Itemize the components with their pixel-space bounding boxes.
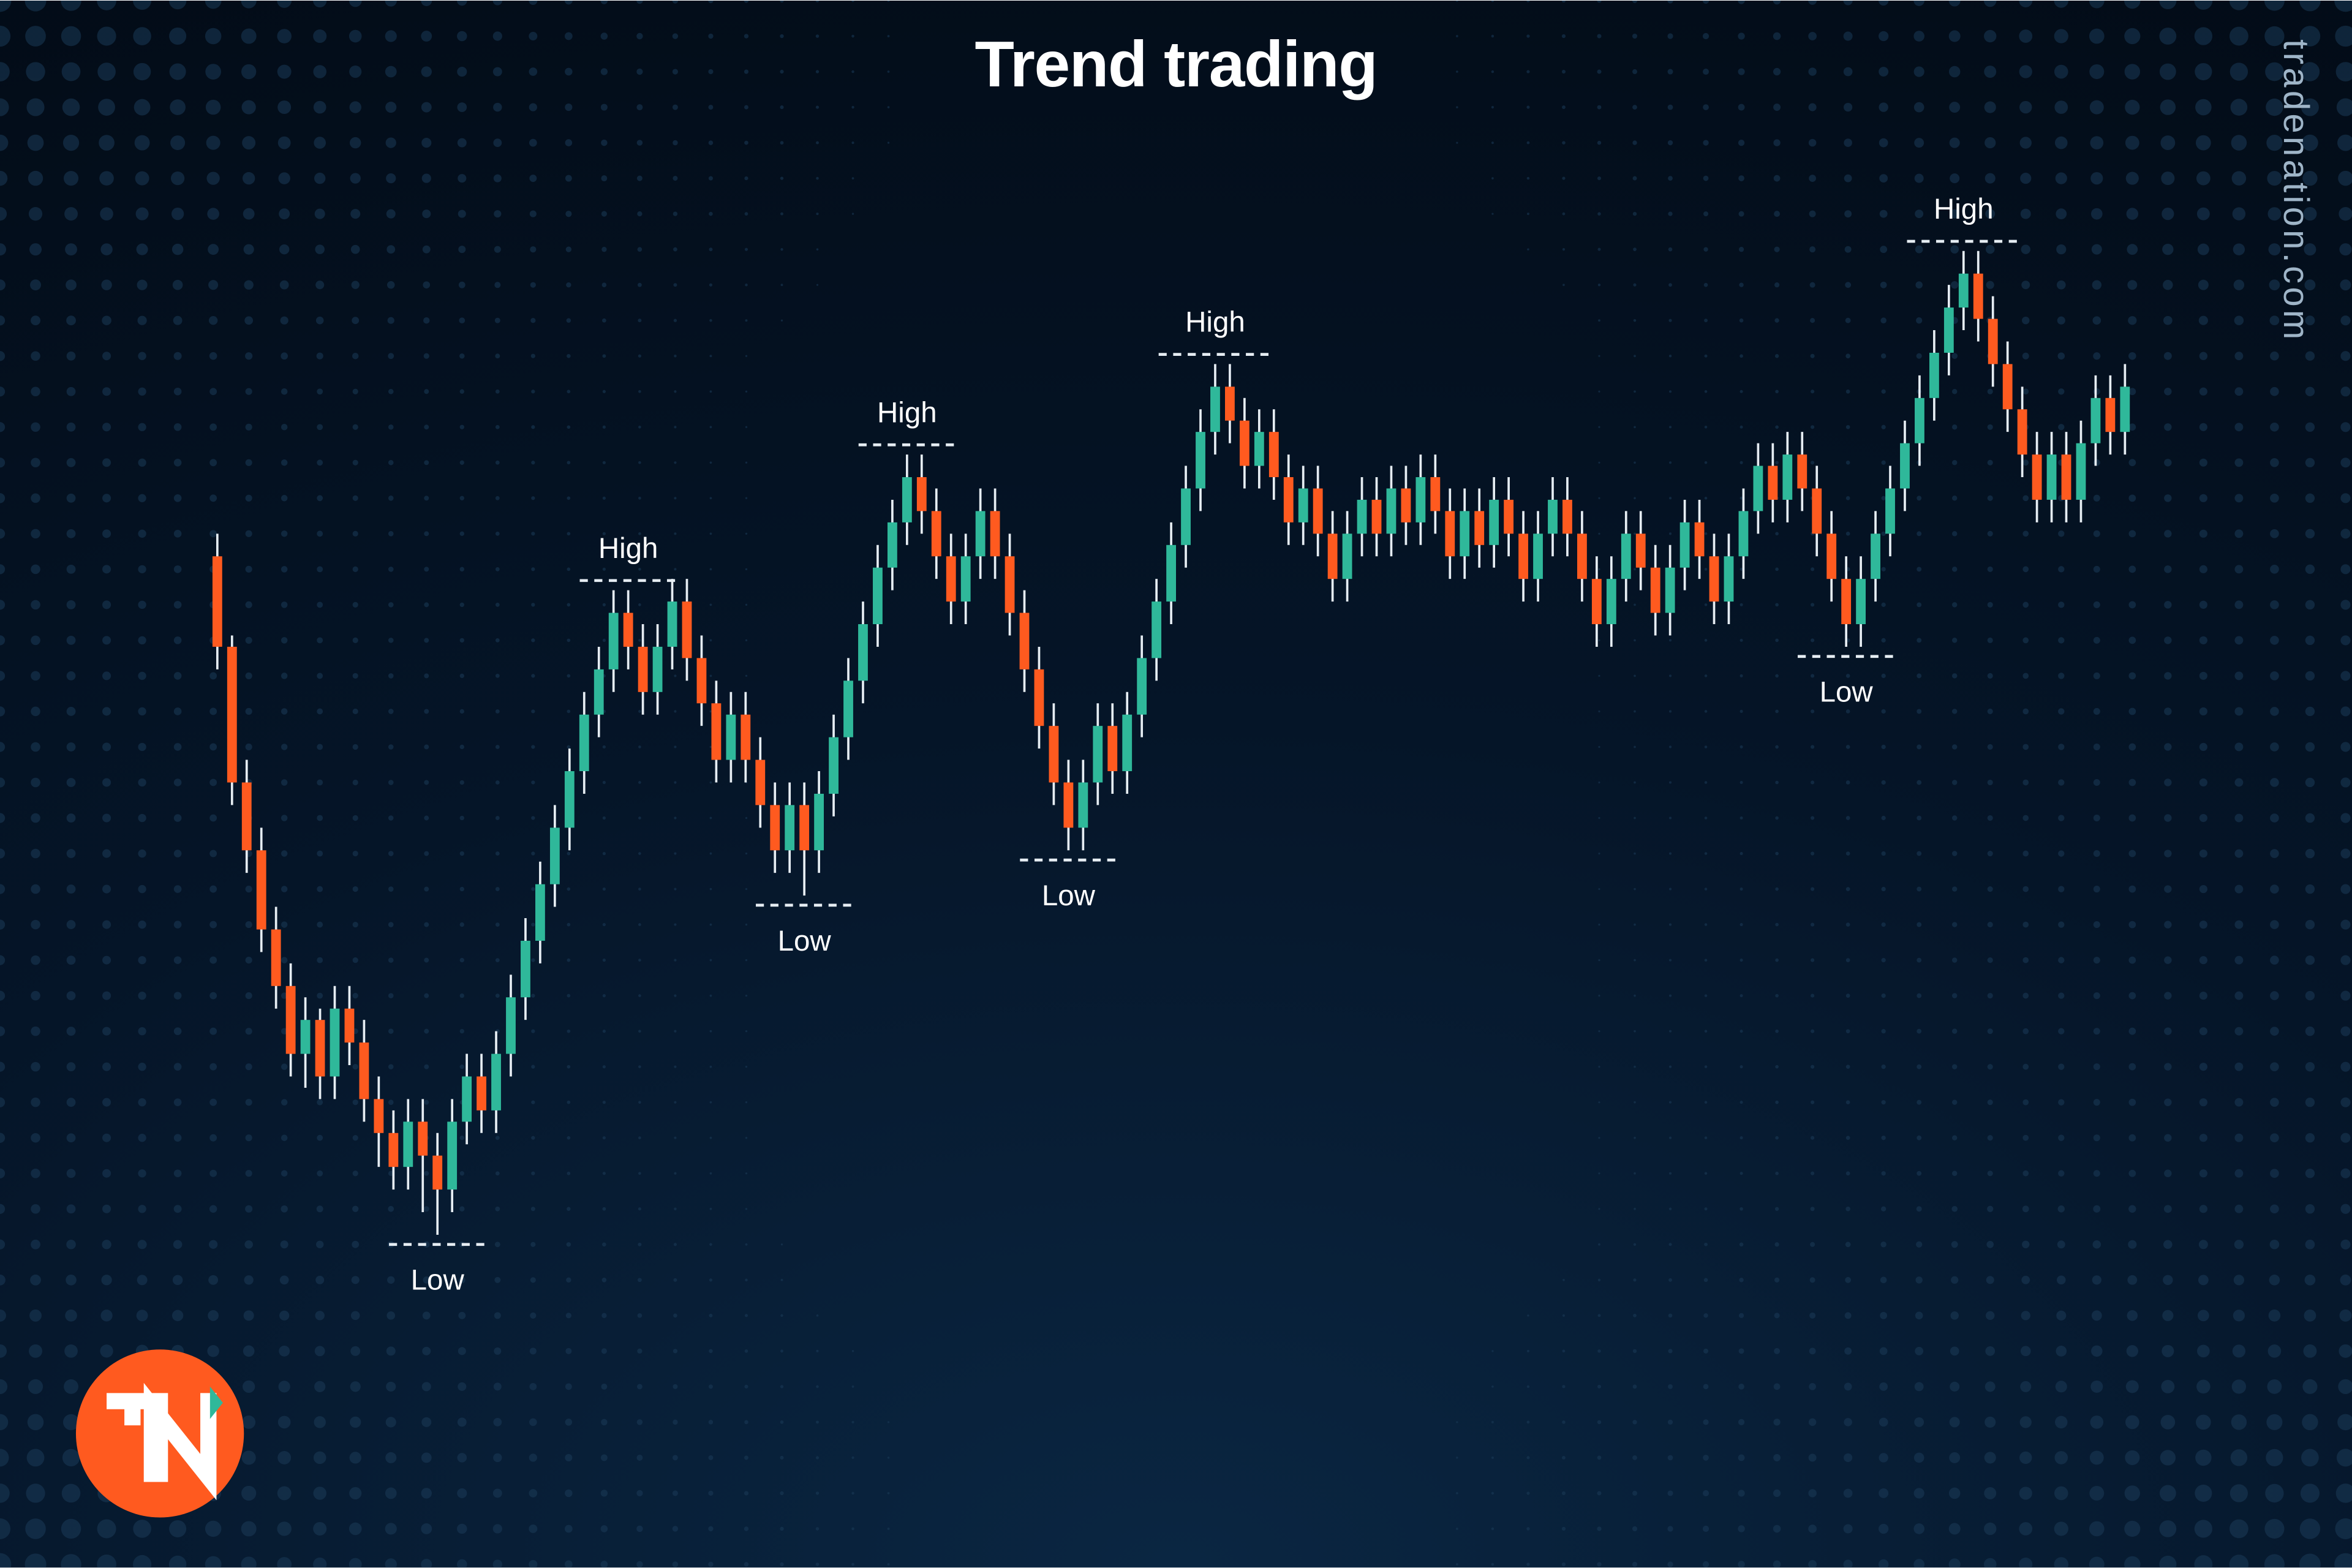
- high-marker-label: High: [1934, 193, 1994, 225]
- low-marker-label: Low: [1820, 676, 1874, 708]
- high-marker-label: High: [877, 396, 937, 429]
- background-dots: [0, 1, 2352, 1567]
- low-marker-label: Low: [1042, 880, 1096, 912]
- high-marker-label: High: [598, 532, 658, 565]
- chart-title: Trend trading: [0, 29, 2352, 102]
- brand-logo: [71, 1344, 249, 1522]
- low-marker-label: Low: [411, 1264, 465, 1296]
- chart-card: Trend trading tradenation.com LowHighLow…: [0, 1, 2352, 1567]
- high-marker-label: High: [1185, 306, 1245, 339]
- low-marker-label: Low: [778, 925, 832, 957]
- watermark-text: tradenation.com: [2274, 39, 2316, 342]
- candlestick-chart: Low High Low High Low High Low High: [0, 1, 2352, 1567]
